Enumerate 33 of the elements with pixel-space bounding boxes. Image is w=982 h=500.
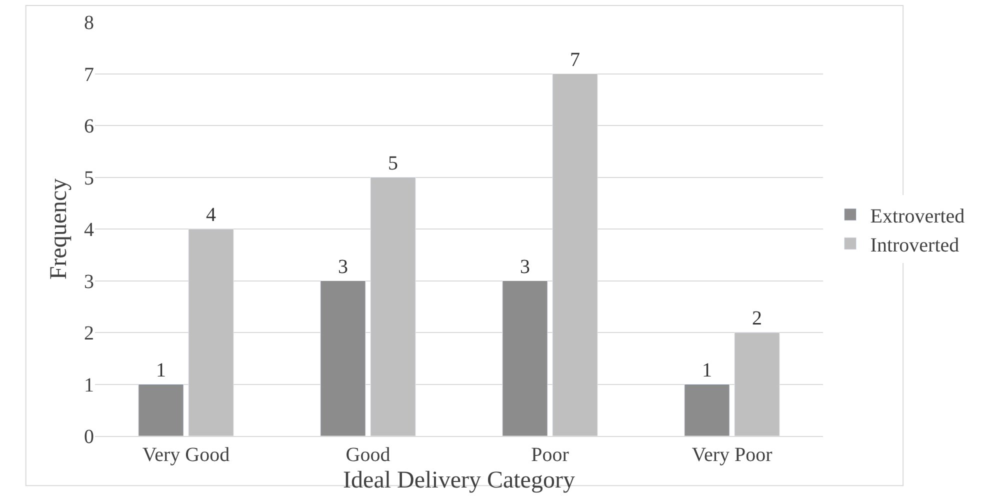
data-label: 7 [570,48,580,71]
data-label: 5 [388,152,398,174]
bar [188,228,234,436]
bar [552,74,598,436]
y-tick-label: 5 [84,167,94,190]
data-label: 4 [206,204,216,226]
bar [502,280,548,436]
legend-label: Extroverted [870,205,965,228]
y-tick-label: 1 [84,374,94,396]
y-tick-label: 8 [84,12,94,34]
y-tick-label: 6 [84,116,94,138]
bar [734,332,780,436]
data-label: 3 [520,256,530,278]
data-label: 3 [338,256,348,278]
y-tick-label: 0 [84,426,94,448]
y-tick-label: 3 [84,270,94,293]
data-label: 1 [156,359,166,382]
x-axis-title: Ideal Delivery Category [343,467,575,494]
legend-label: Introverted [870,234,960,256]
x-tick-label: Very Good [142,444,230,466]
y-axis-title: Frequency [46,178,72,280]
bar [684,384,730,436]
y-tick-label: 2 [84,322,94,344]
x-tick-label: Very Poor [692,444,773,466]
x-tick-label: Poor [531,444,570,466]
y-tick-label: 7 [84,64,94,86]
x-tick-label: Good [346,444,390,466]
y-tick-label: 4 [84,219,94,241]
data-label: 2 [752,308,762,330]
bar [138,384,184,436]
bar [370,177,416,436]
data-label: 1 [702,359,712,382]
bar [320,280,366,436]
